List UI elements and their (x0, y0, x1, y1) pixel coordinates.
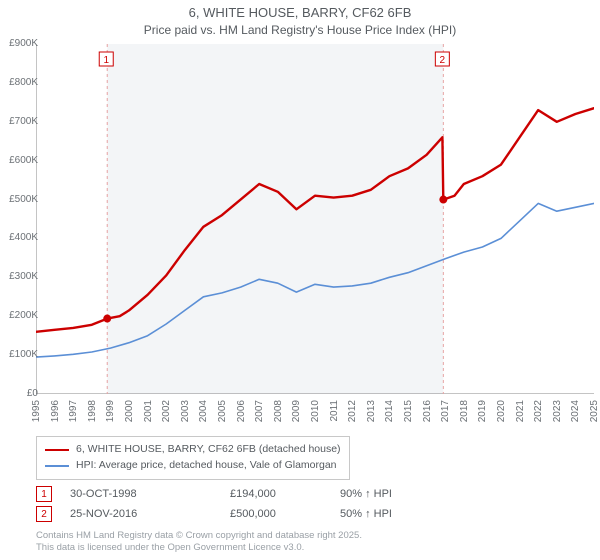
y-tick-label: £600K (4, 155, 38, 166)
table-price: £500,000 (230, 508, 340, 520)
chart-title-line2: Price paid vs. HM Land Registry's House … (0, 22, 600, 38)
y-tick-label: £800K (4, 77, 38, 88)
footer-line2: This data is licensed under the Open Gov… (36, 542, 362, 554)
x-tick-label: 2015 (403, 400, 414, 422)
marker-badge-2: 2 (36, 506, 52, 522)
x-tick-label: 2021 (515, 400, 526, 422)
x-tick-label: 1996 (50, 400, 61, 422)
y-tick-label: £300K (4, 271, 38, 282)
x-tick-label: 2024 (570, 400, 581, 422)
x-tick-label: 2005 (217, 400, 228, 422)
table-row: 2 25-NOV-2016 £500,000 50% ↑ HPI (36, 504, 450, 524)
x-tick-label: 2006 (236, 400, 247, 422)
chart-svg: 12 (36, 44, 594, 394)
x-tick-label: 2007 (254, 400, 265, 422)
x-tick-label: 2003 (180, 400, 191, 422)
y-tick-label: £0 (4, 388, 38, 399)
y-tick-label: £900K (4, 38, 38, 49)
x-tick-label: 2023 (552, 400, 563, 422)
table-row: 1 30-OCT-1998 £194,000 90% ↑ HPI (36, 484, 450, 504)
legend-box: 6, WHITE HOUSE, BARRY, CF62 6FB (detache… (36, 436, 350, 480)
legend-label-1: 6, WHITE HOUSE, BARRY, CF62 6FB (detache… (76, 442, 341, 458)
x-tick-label: 2020 (496, 400, 507, 422)
x-tick-label: 2013 (366, 400, 377, 422)
x-tick-label: 2000 (124, 400, 135, 422)
y-tick-label: £400K (4, 232, 38, 243)
marker-badge-1: 1 (36, 486, 52, 502)
chart-title-line1: 6, WHITE HOUSE, BARRY, CF62 6FB (0, 4, 600, 22)
chart-area: 12 (36, 44, 594, 394)
y-tick-label: £500K (4, 194, 38, 205)
x-tick-label: 2004 (198, 400, 209, 422)
table-hpi: 90% ↑ HPI (340, 488, 450, 500)
x-tick-label: 2016 (422, 400, 433, 422)
x-tick-label: 2010 (310, 400, 321, 422)
x-tick-label: 1999 (105, 400, 116, 422)
legend-row-series2: HPI: Average price, detached house, Vale… (45, 458, 341, 474)
x-tick-label: 1998 (87, 400, 98, 422)
x-tick-label: 2011 (329, 400, 340, 422)
x-tick-label: 1997 (68, 400, 79, 422)
legend-label-2: HPI: Average price, detached house, Vale… (76, 458, 337, 474)
chart-title-block: 6, WHITE HOUSE, BARRY, CF62 6FB Price pa… (0, 0, 600, 38)
x-tick-label: 2008 (273, 400, 284, 422)
x-tick-label: 2019 (477, 400, 488, 422)
x-tick-label: 2018 (459, 400, 470, 422)
y-tick-label: £700K (4, 116, 38, 127)
footer-attribution: Contains HM Land Registry data © Crown c… (36, 530, 362, 554)
table-date: 25-NOV-2016 (70, 508, 230, 520)
y-tick-label: £100K (4, 349, 38, 360)
price-table: 1 30-OCT-1998 £194,000 90% ↑ HPI 2 25-NO… (36, 484, 450, 524)
y-tick-label: £200K (4, 310, 38, 321)
x-tick-label: 2012 (347, 400, 358, 422)
svg-text:1: 1 (103, 55, 109, 66)
x-tick-label: 1995 (31, 400, 42, 422)
table-price: £194,000 (230, 488, 340, 500)
x-tick-label: 2001 (143, 400, 154, 422)
x-tick-label: 2025 (589, 400, 600, 422)
table-date: 30-OCT-1998 (70, 488, 230, 500)
x-tick-label: 2009 (291, 400, 302, 422)
x-tick-label: 2014 (384, 400, 395, 422)
legend-swatch-2 (45, 465, 69, 467)
svg-text:2: 2 (440, 55, 446, 66)
x-tick-label: 2017 (440, 400, 451, 422)
x-tick-label: 2002 (161, 400, 172, 422)
x-tick-label: 2022 (533, 400, 544, 422)
legend-row-series1: 6, WHITE HOUSE, BARRY, CF62 6FB (detache… (45, 442, 341, 458)
legend-swatch-1 (45, 449, 69, 451)
table-hpi: 50% ↑ HPI (340, 508, 450, 520)
footer-line1: Contains HM Land Registry data © Crown c… (36, 530, 362, 542)
